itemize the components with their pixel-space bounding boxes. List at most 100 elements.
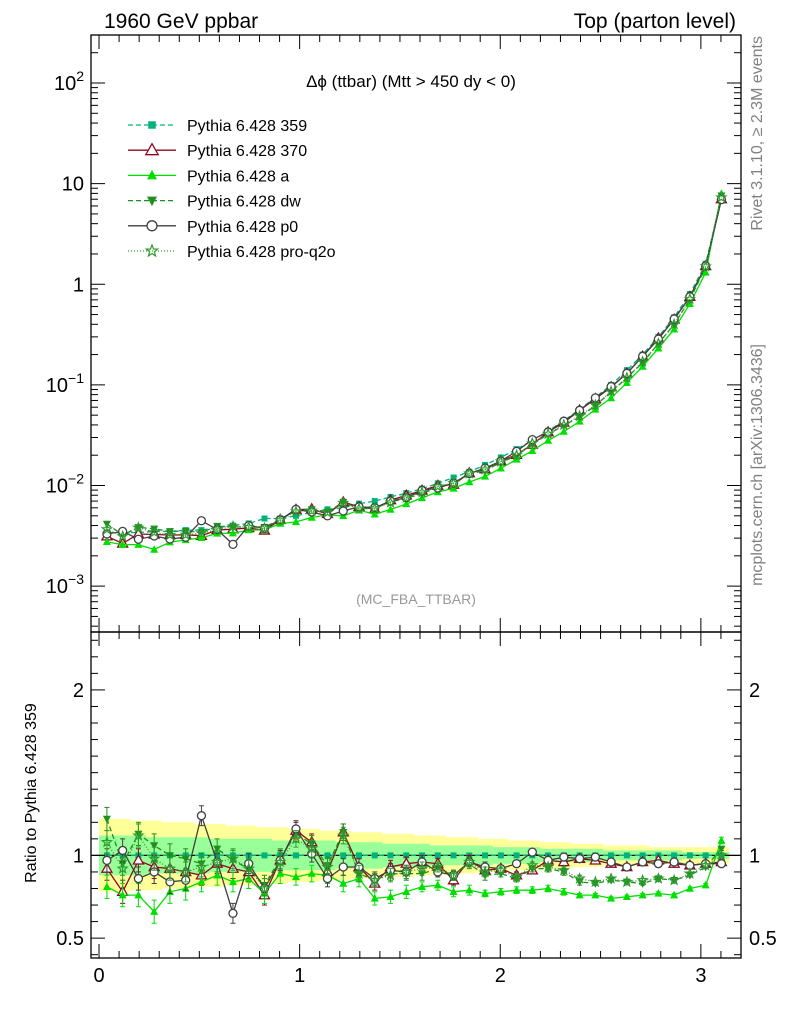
marker-triangle	[544, 436, 553, 444]
ratio-y-tick-label: 2	[73, 680, 84, 702]
marker-triangle-down	[181, 855, 190, 864]
marker-star	[179, 528, 192, 540]
marker-circle	[102, 855, 112, 866]
marker-triangle	[591, 890, 600, 899]
marker-triangle	[402, 499, 411, 508]
marker-star	[321, 505, 334, 518]
marker-triangle	[622, 892, 631, 900]
marker-star	[526, 858, 539, 871]
marker-star	[337, 496, 350, 509]
legend-label-pdw: Pythia 6.428 dw	[187, 194, 301, 211]
marker-triangle	[418, 882, 427, 891]
marker-triangle	[150, 545, 159, 553]
marker-circle	[196, 811, 207, 821]
marker-star	[415, 862, 429, 874]
x-tick-label: 3	[695, 965, 706, 987]
marker-star	[636, 873, 649, 886]
marker-star	[557, 418, 571, 431]
marker-circle	[669, 857, 679, 867]
marker-star	[210, 523, 224, 535]
analysis-watermark: (MC_FBA_TTBAR)	[356, 591, 476, 607]
marker-triangle	[559, 427, 568, 435]
marker-circle	[133, 873, 144, 884]
marker-star	[573, 872, 586, 884]
marker-star	[258, 521, 271, 534]
marker-circle	[338, 862, 348, 872]
marker-star	[226, 519, 240, 532]
marker-star	[144, 243, 160, 258]
marker-triangle	[307, 513, 316, 521]
marker-triangle	[291, 517, 300, 526]
ratio-y-tick-label-right: 2	[749, 680, 760, 702]
marker-triangle	[654, 889, 663, 897]
marker-triangle	[102, 882, 111, 891]
marker-star	[100, 835, 114, 848]
marker-square	[497, 852, 504, 859]
marker-square	[387, 852, 394, 859]
marker-square	[261, 852, 268, 859]
marker-triangle	[291, 872, 300, 881]
marker-triangle-down	[150, 842, 159, 850]
marker-triangle	[370, 894, 379, 902]
marker-star	[352, 867, 366, 879]
marker-star	[652, 337, 665, 349]
marker-star	[589, 398, 602, 411]
x-tick-label: 1	[294, 965, 305, 987]
marker-star	[368, 501, 381, 514]
marker-circle	[338, 506, 348, 516]
marker-star	[494, 863, 508, 876]
marker-triangle	[402, 887, 411, 896]
marker-star	[699, 858, 712, 871]
marker-square	[434, 852, 441, 859]
marker-star	[289, 505, 303, 517]
marker-circle	[228, 908, 238, 918]
marker-triangle	[197, 877, 206, 886]
marker-triangle	[607, 393, 616, 402]
marker-triangle	[607, 894, 616, 902]
marker-star	[541, 427, 555, 440]
marker-star	[132, 828, 145, 841]
marker-triangle	[496, 887, 505, 896]
legend-label-p370: Pythia 6.428 370	[187, 143, 307, 160]
series-line-p359	[106, 197, 723, 534]
marker-triangle	[701, 267, 710, 276]
marker-star	[667, 873, 681, 886]
y-tick-label: 102	[54, 68, 84, 95]
marker-star	[463, 466, 476, 479]
marker-star	[242, 862, 255, 874]
marker-triangle-open	[144, 142, 160, 156]
marker-circle	[606, 857, 616, 867]
marker-star	[352, 502, 366, 514]
marker-star	[132, 521, 145, 534]
ratio-line-p370	[106, 829, 722, 897]
marker-star	[258, 881, 271, 894]
marker-star	[289, 832, 303, 845]
marker-star	[147, 525, 161, 538]
marker-triangle	[465, 885, 474, 894]
marker-square	[371, 852, 378, 859]
marker-star	[116, 862, 129, 874]
marker-star	[195, 860, 208, 873]
marker-star	[321, 860, 334, 873]
marker-circle	[637, 857, 648, 867]
series-line-pa	[106, 193, 723, 551]
marker-square	[261, 515, 268, 522]
marker-star	[478, 865, 492, 878]
rivet-version-label: Rivet 3.1.10, ≥ 2.3M events	[749, 36, 766, 231]
marker-star	[683, 292, 697, 305]
ratio-y-tick-label: 1	[73, 845, 84, 867]
marker-triangle	[307, 869, 316, 877]
marker-triangle-down	[147, 196, 157, 207]
marker-star	[384, 868, 397, 881]
marker-star	[573, 409, 586, 422]
ratio-line-pa	[106, 840, 723, 913]
marker-square	[371, 498, 378, 505]
marker-star	[415, 485, 429, 498]
marker-square	[671, 852, 678, 859]
marker-star	[163, 528, 177, 541]
marker-triangle-down	[150, 525, 159, 534]
marker-star	[715, 848, 728, 861]
marker-star	[400, 865, 413, 878]
marker-star	[620, 371, 634, 384]
marker-circle	[716, 859, 727, 869]
